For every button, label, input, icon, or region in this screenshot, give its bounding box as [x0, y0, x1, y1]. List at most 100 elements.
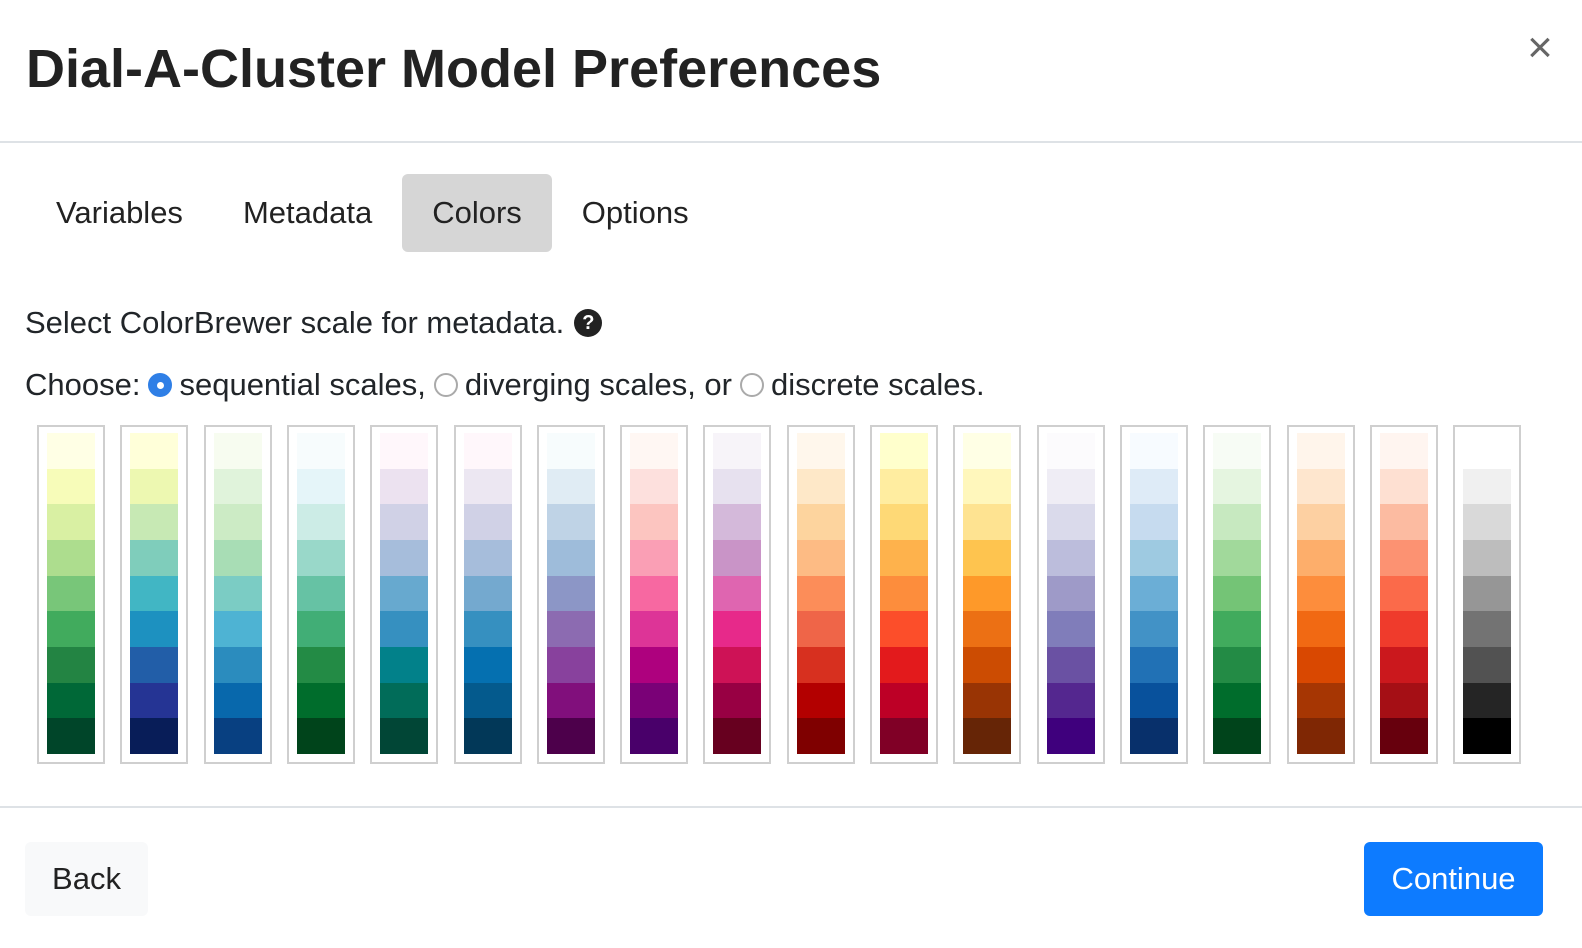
tab-metadata[interactable]: Metadata — [242, 195, 373, 230]
palette-color-cell — [797, 718, 845, 754]
palette-color-cell — [380, 539, 428, 576]
palette-color-cell — [1047, 718, 1095, 754]
palette-color-cell — [1463, 646, 1511, 683]
tab-bar: Variables Metadata Colors Options — [26, 174, 719, 252]
hint-text: Select ColorBrewer scale for metadata. — [25, 305, 565, 340]
palette-greys[interactable] — [1453, 425, 1521, 764]
palette-color-cell — [130, 682, 178, 719]
palette-color-cell — [380, 718, 428, 754]
palette-color-cell — [880, 682, 928, 719]
palette-color-cell — [214, 504, 262, 540]
palette-color-cell — [963, 504, 1011, 540]
palette-orrd[interactable] — [787, 425, 855, 764]
palette-color-cell — [380, 575, 428, 612]
palette-reds[interactable] — [1370, 425, 1438, 764]
palette-color-cell — [1380, 432, 1428, 469]
palette-color-cell — [880, 432, 928, 469]
palette-greens[interactable] — [1203, 425, 1271, 764]
palette-bugn[interactable] — [287, 425, 355, 764]
palette-color-cell — [630, 611, 678, 647]
palette-color-cell — [963, 611, 1011, 647]
palette-color-cell — [797, 504, 845, 540]
palette-color-cell — [1297, 682, 1345, 719]
palette-color-cell — [297, 575, 345, 612]
palette-color-cell — [464, 646, 512, 683]
palette-color-cell — [1463, 575, 1511, 612]
palette-pubu[interactable] — [454, 425, 522, 764]
back-button[interactable]: Back — [25, 842, 148, 916]
palette-color-cell — [880, 468, 928, 505]
palette-color-cell — [713, 718, 761, 754]
palette-purples[interactable] — [1037, 425, 1105, 764]
radio-sequential-label[interactable]: sequential scales, — [179, 367, 426, 402]
palette-color-cell — [963, 575, 1011, 612]
palette-color-cell — [214, 575, 262, 612]
palette-color-cell — [130, 646, 178, 683]
palette-color-cell — [880, 718, 928, 754]
continue-button[interactable]: Continue — [1364, 842, 1543, 916]
palette-swatch-stack — [1213, 432, 1261, 754]
palette-color-cell — [130, 611, 178, 647]
palette-pubugn[interactable] — [370, 425, 438, 764]
palette-color-cell — [963, 539, 1011, 576]
palette-swatch-stack — [630, 432, 678, 754]
tab-variables[interactable]: Variables — [56, 195, 183, 230]
modal-title: Dial-A-Cluster Model Preferences — [26, 39, 882, 99]
palette-rdpu[interactable] — [620, 425, 688, 764]
palette-swatch-stack — [1047, 432, 1095, 754]
palette-color-cell — [1130, 646, 1178, 683]
palette-color-cell — [1297, 575, 1345, 612]
palette-oranges[interactable] — [1287, 425, 1355, 764]
colorbrewer-hint: Select ColorBrewer scale for metadata. ? — [25, 300, 603, 346]
palette-color-cell — [297, 539, 345, 576]
palette-purd[interactable] — [703, 425, 771, 764]
palette-ylgn[interactable] — [37, 425, 105, 764]
radio-sequential[interactable] — [148, 373, 173, 397]
modal-header: Dial-A-Cluster Model Preferences × — [0, 0, 1582, 143]
palette-ylgnbu[interactable] — [120, 425, 188, 764]
palette-color-cell — [630, 432, 678, 469]
palette-color-cell — [797, 539, 845, 576]
radio-discrete-label[interactable]: discrete scales. — [770, 367, 985, 402]
palette-color-cell — [130, 504, 178, 540]
palette-color-cell — [380, 432, 428, 469]
palette-color-cell — [1380, 611, 1428, 647]
palette-color-cell — [880, 539, 928, 576]
palette-color-cell — [547, 682, 595, 719]
palette-color-cell — [880, 611, 928, 647]
scale-type-chooser: Choose: sequential scales, diverging sca… — [25, 362, 985, 408]
palette-ylorbr[interactable] — [953, 425, 1021, 764]
palette-color-cell — [464, 468, 512, 505]
palette-color-cell — [47, 539, 95, 576]
palette-gnbu[interactable] — [204, 425, 272, 764]
palette-bupu[interactable] — [537, 425, 605, 764]
radio-diverging-label[interactable]: diverging scales, or — [464, 367, 732, 402]
palette-color-cell — [130, 468, 178, 505]
palette-color-cell — [630, 575, 678, 612]
palette-color-cell — [713, 468, 761, 505]
palette-color-cell — [1130, 718, 1178, 754]
tab-colors[interactable]: Colors — [402, 174, 552, 252]
palette-color-cell — [1380, 504, 1428, 540]
palette-color-cell — [297, 432, 345, 469]
close-icon[interactable]: × — [1527, 23, 1553, 72]
radio-diverging[interactable] — [433, 373, 458, 397]
question-circle-icon[interactable]: ? — [574, 309, 603, 337]
palette-color-cell — [214, 539, 262, 576]
palette-color-cell — [47, 646, 95, 683]
tab-options[interactable]: Options — [581, 195, 689, 230]
palette-ylorrd[interactable] — [870, 425, 938, 764]
palette-color-cell — [297, 468, 345, 505]
palette-color-cell — [1130, 468, 1178, 505]
palette-color-cell — [1297, 432, 1345, 469]
palette-color-cell — [1213, 504, 1261, 540]
palette-color-cell — [1130, 432, 1178, 469]
palette-color-cell — [1213, 611, 1261, 647]
choose-label: Choose: — [25, 367, 141, 402]
palette-color-cell — [297, 504, 345, 540]
palette-blues[interactable] — [1120, 425, 1188, 764]
radio-discrete[interactable] — [739, 373, 764, 397]
palette-color-cell — [464, 432, 512, 469]
palette-color-cell — [1380, 682, 1428, 719]
palette-color-cell — [380, 646, 428, 683]
